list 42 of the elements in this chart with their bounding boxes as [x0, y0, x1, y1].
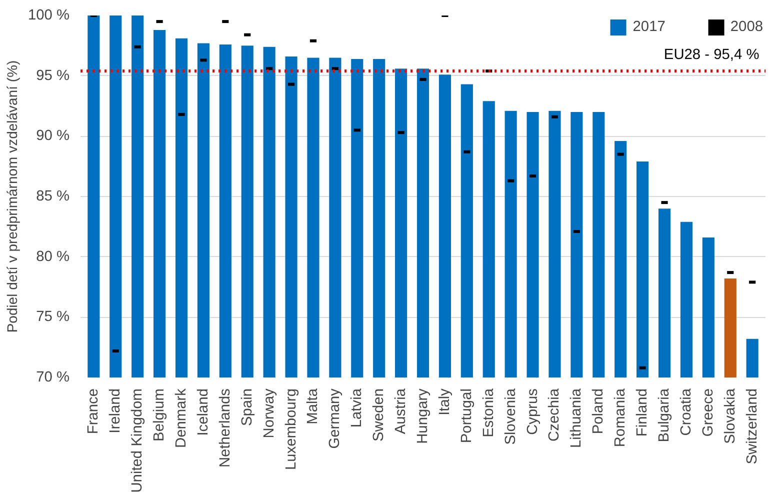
y-tick-label: 100 %	[28, 8, 70, 24]
x-tick-label: Romania	[612, 388, 629, 448]
x-tick-label: Iceland	[195, 388, 212, 436]
x-tick-label: Finland	[634, 388, 651, 437]
x-tick-label: Ireland	[108, 388, 124, 434]
x-tick-label: France	[86, 388, 102, 434]
x-tick-label: Croatia	[678, 388, 694, 436]
y-tick-label: 75 %	[36, 309, 70, 326]
x-tick-label: Belgium	[152, 388, 168, 442]
x-tick-label: Italy	[436, 388, 453, 416]
x-tick-label: Sweden	[371, 388, 388, 442]
y-tick-label: 80 %	[36, 248, 70, 265]
y-axis-title: Podiel detí v predprimárnom vzdelávaní (%)	[4, 60, 20, 333]
x-tick-label: Greece	[700, 388, 716, 437]
x-tick-label: Slovenia	[502, 388, 519, 445]
legend-label: 2008	[730, 19, 763, 35]
x-tick-label: Estonia	[480, 388, 497, 438]
x-tick-label: Spain	[239, 388, 256, 426]
x-tick-label: Portugal	[458, 388, 475, 444]
x-tick-label: Latvia	[349, 388, 366, 428]
x-tick-label: Slovakia	[722, 388, 738, 444]
x-tick-label: Norway	[261, 388, 278, 438]
y-tick-label: 95 %	[36, 68, 70, 84]
x-tick-label: Switzerland	[744, 388, 760, 464]
x-tick-label: Bulgaria	[656, 388, 673, 442]
x-tick-label: Hungary	[415, 388, 431, 444]
x-tick-label: Lithuania	[568, 388, 585, 448]
x-tick-label: Netherlands	[217, 388, 234, 468]
x-tick-label: Czechia	[546, 388, 563, 442]
y-tick-label: 70 %	[36, 370, 70, 386]
x-tick-label: Austria	[393, 388, 410, 434]
x-tick-label: Luxembourg	[283, 388, 300, 470]
x-tick-label: Poland	[590, 388, 607, 434]
x-tick-label: Malta	[305, 388, 322, 424]
legend-label: 2017	[632, 19, 666, 35]
y-tick-label: 85 %	[36, 188, 70, 204]
x-tick-label: Germany	[327, 388, 344, 449]
x-tick-label: Cyprus	[524, 388, 541, 435]
x-tick-label: United Kingdom	[130, 388, 146, 493]
y-tick-label: 90 %	[36, 128, 70, 144]
ref-line-label: EU28 - 95,4 %	[664, 47, 760, 64]
x-tick-label: Denmark	[173, 388, 190, 448]
